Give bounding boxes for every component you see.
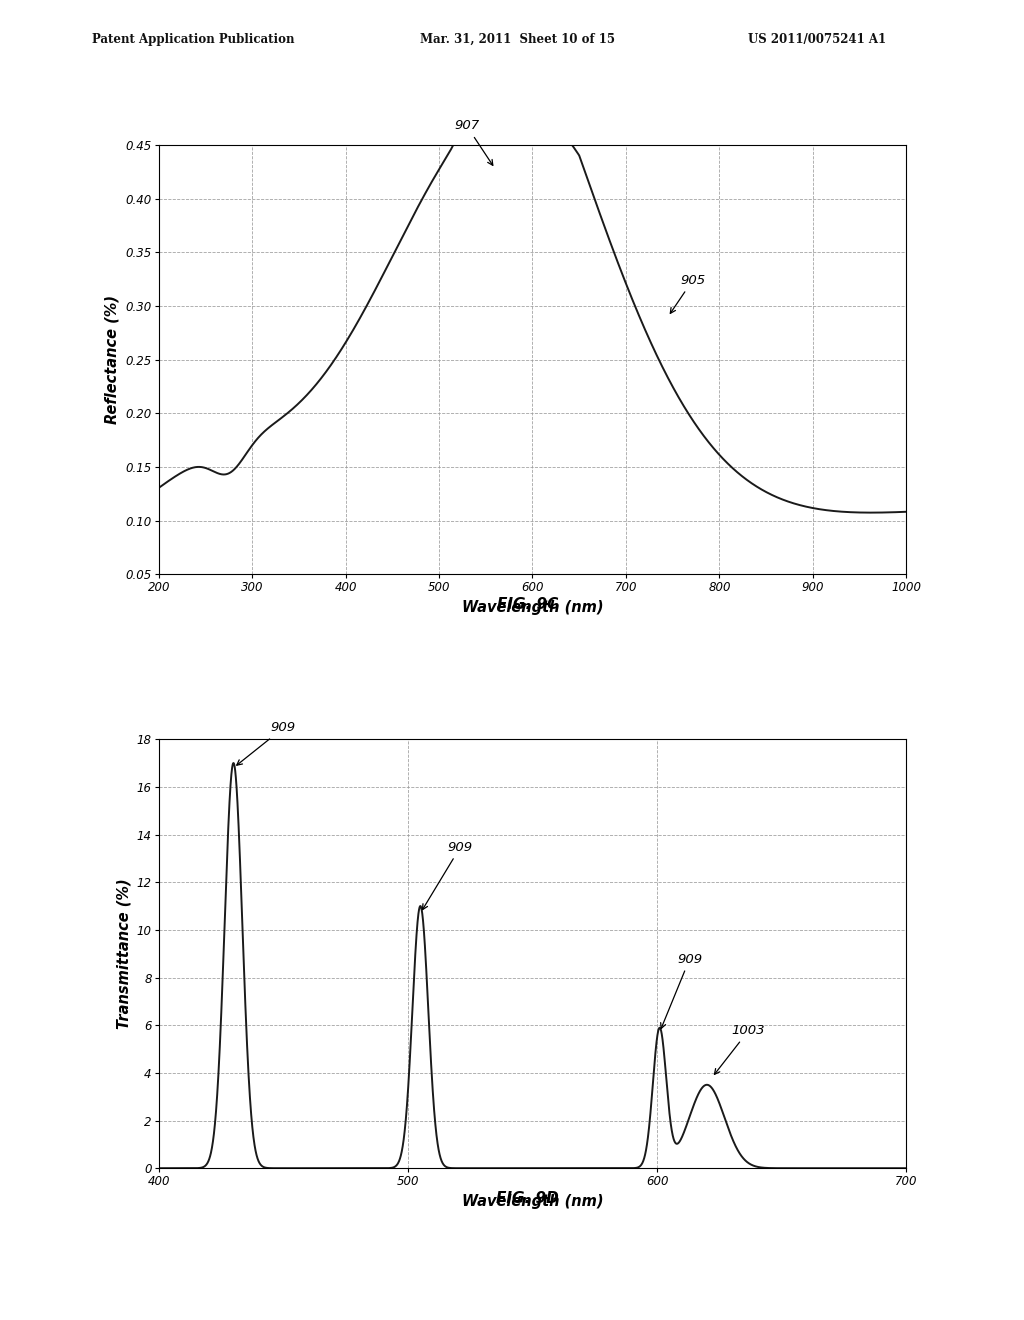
Text: US 2011/0075241 A1: US 2011/0075241 A1 xyxy=(748,33,886,46)
X-axis label: Wavelength (nm): Wavelength (nm) xyxy=(462,599,603,615)
Text: Patent Application Publication: Patent Application Publication xyxy=(92,33,295,46)
Text: 1003: 1003 xyxy=(715,1024,765,1074)
Text: 909: 909 xyxy=(423,841,473,909)
Text: 909: 909 xyxy=(660,953,702,1028)
Y-axis label: Reflectance (%): Reflectance (%) xyxy=(105,296,120,424)
X-axis label: Wavelength (nm): Wavelength (nm) xyxy=(462,1193,603,1209)
Text: FIG. 9D: FIG. 9D xyxy=(496,1191,559,1205)
Text: 909: 909 xyxy=(237,722,296,766)
Y-axis label: Transmittance (%): Transmittance (%) xyxy=(116,878,131,1030)
Text: FIG. 9C: FIG. 9C xyxy=(497,597,558,611)
Text: 907: 907 xyxy=(454,119,493,165)
Text: Mar. 31, 2011  Sheet 10 of 15: Mar. 31, 2011 Sheet 10 of 15 xyxy=(420,33,614,46)
Text: 905: 905 xyxy=(671,273,706,313)
